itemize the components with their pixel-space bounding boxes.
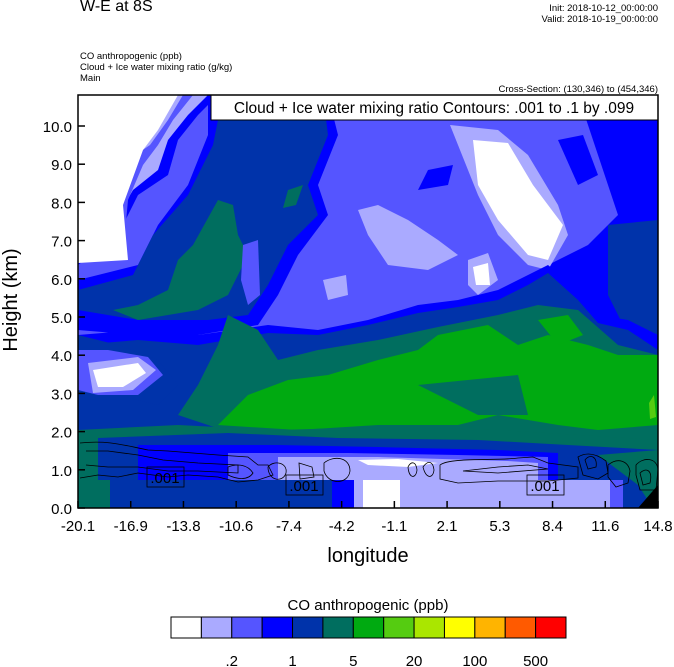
co-field bbox=[78, 95, 658, 508]
field-label-co: CO anthropogenic (ppb) bbox=[80, 51, 182, 62]
x-tick-label: 11.6 bbox=[591, 518, 619, 535]
colorbar-title: CO anthropogenic (ppb) bbox=[288, 597, 449, 614]
axes: 0.0 1.0 2.0 3.0 4.0 5.0 6.0 7.0 8.0 9.0 10.0 -20.1 -… bbox=[43, 119, 673, 535]
valid-time: Valid: 2018-10-19_00:00:00 bbox=[541, 14, 658, 25]
y-tick-label: 0.0 bbox=[51, 501, 72, 518]
y-tick-label: 6.0 bbox=[51, 272, 72, 289]
colorbar-swatch bbox=[292, 616, 324, 639]
colorbar-swatch bbox=[200, 616, 233, 639]
colorbar-swatch bbox=[383, 616, 415, 639]
contour-label: .001 bbox=[150, 470, 179, 487]
colorbar-label: 500 bbox=[523, 653, 548, 667]
y-tick-label: 3.0 bbox=[51, 386, 72, 403]
colorbar-label: 1 bbox=[288, 653, 296, 667]
x-tick-label: 5.3 bbox=[489, 518, 510, 535]
colorbar-label: 5 bbox=[349, 653, 357, 667]
y-tick-label: 5.0 bbox=[51, 310, 72, 327]
colorbar-swatch bbox=[413, 616, 445, 639]
contour-info-box bbox=[210, 94, 659, 121]
contour-info: Cloud + Ice water mixing ratio Contours:… bbox=[234, 100, 634, 117]
colorbar: .2 1 5 20 100 500 bbox=[170, 616, 567, 667]
y-axis-label: Height (km) bbox=[0, 248, 22, 351]
x-tick-label: -1.1 bbox=[381, 518, 407, 535]
x-tick-label: -10.6 bbox=[219, 518, 253, 535]
colorbar-label: 100 bbox=[462, 653, 487, 667]
y-tick-label: 9.0 bbox=[51, 157, 72, 174]
x-tick-label: -20.1 bbox=[61, 518, 95, 535]
colorbar-label: 20 bbox=[406, 653, 423, 667]
colorbar-swatch bbox=[261, 616, 294, 639]
x-tick-label: -13.8 bbox=[166, 518, 200, 535]
colorbar-swatch bbox=[170, 616, 202, 639]
x-axis-label: longitude bbox=[327, 545, 408, 567]
y-tick-label: 2.0 bbox=[51, 425, 72, 442]
cross-section-label: Cross-Section: (130,346) to (454,346) bbox=[498, 84, 658, 95]
y-tick-label: 1.0 bbox=[51, 463, 72, 480]
plot-title: W-E at 8S bbox=[80, 0, 153, 15]
x-tick-label: -4.2 bbox=[329, 518, 355, 535]
init-time: Init: 2018-10-12_00:00:00 bbox=[549, 3, 658, 14]
colorbar-swatch bbox=[535, 616, 567, 639]
y-tick-label: 10.0 bbox=[43, 119, 72, 136]
colorbar-label: .2 bbox=[226, 653, 239, 667]
contour-labels: .001 .001 .001 bbox=[146, 466, 565, 496]
x-tick-label: 2.1 bbox=[437, 518, 458, 535]
colorbar-swatch bbox=[474, 616, 506, 639]
field-label-cloud: Cloud + Ice water mixing ratio (g/kg) bbox=[80, 62, 233, 73]
y-tick-label: 8.0 bbox=[51, 195, 72, 212]
x-tick-label: 14.8 bbox=[643, 518, 672, 535]
x-tick-label: -16.9 bbox=[114, 518, 148, 535]
x-tick-label: 8.4 bbox=[542, 518, 563, 535]
contour-label: .001 bbox=[530, 478, 559, 495]
x-tick-label: -7.4 bbox=[276, 518, 302, 535]
cloud-contours bbox=[79, 441, 659, 491]
contour-label: .001 bbox=[289, 478, 318, 495]
plot-frame bbox=[77, 94, 659, 509]
y-tick-label: 7.0 bbox=[51, 234, 72, 251]
colorbar-swatch bbox=[352, 616, 385, 639]
colorbar-swatch bbox=[443, 616, 476, 639]
colorbar-swatch bbox=[322, 616, 354, 639]
field-label-main: Main bbox=[80, 73, 101, 84]
colorbar-swatch bbox=[504, 616, 537, 639]
y-tick-label: 4.0 bbox=[51, 348, 72, 365]
colorbar-swatch bbox=[231, 616, 263, 639]
